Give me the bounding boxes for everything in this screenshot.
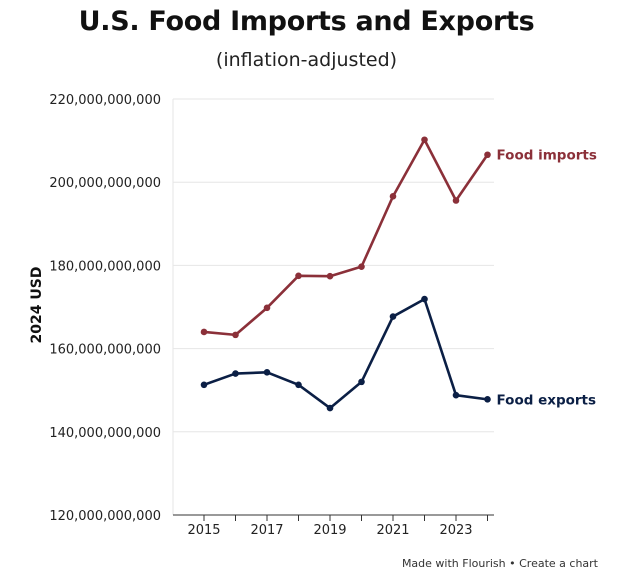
x-tick-label: 2015 [187,523,220,538]
footer: Made with Flourish • Create a chart [402,557,598,570]
food-exports-point[interactable] [389,313,397,320]
y-axis-label: 2024 USD [29,267,45,344]
create-chart-link[interactable]: Create a chart [519,557,598,570]
x-axis-ticks: 2015 2017 2019 2021 2023 [173,514,494,538]
food-imports-point[interactable] [295,272,302,280]
y-tick-label: 140,000,000,000 [49,426,161,441]
food-imports-point[interactable] [421,136,428,144]
food-exports-point[interactable] [421,295,428,303]
chart-title: U.S. Food Imports and Exports [78,6,535,37]
y-tick-label: 200,000,000,000 [49,176,161,191]
food-exports-label: Food exports [497,392,597,408]
food-exports-point[interactable] [200,381,208,389]
footer-separator: • [505,557,520,570]
series-group: Food imports Food exports [200,136,597,412]
food-imports-point[interactable] [358,263,365,270]
x-tick-label: 2021 [376,523,409,538]
food-imports-point[interactable] [200,328,208,336]
food-exports-point[interactable] [295,381,302,389]
chart-subtitle: (inflation-adjusted) [215,49,398,71]
food-exports-point[interactable] [358,378,365,386]
food-exports-point[interactable] [263,369,271,376]
made-with-flourish-link[interactable]: Made with Flourish [401,557,506,570]
x-tick-label: 2017 [250,523,283,538]
food-imports-line [202,138,489,337]
food-imports-point[interactable] [484,151,491,159]
x-tick-label: 2023 [439,523,472,538]
food-exports-point[interactable] [232,370,239,377]
food-exports-point[interactable] [484,396,491,403]
food-exports-line [202,297,489,410]
y-tick-label: 220,000,000,000 [49,93,161,108]
y-tick-label: 120,000,000,000 [49,509,161,524]
food-imports-point[interactable] [263,304,271,312]
food-imports-point[interactable] [389,193,397,200]
y-tick-label: 160,000,000,000 [49,343,161,358]
food-exports-point[interactable] [326,404,334,412]
y-tick-label: 180,000,000,000 [49,259,161,274]
food-imports-point[interactable] [232,331,239,339]
food-exports-point[interactable] [452,391,460,399]
food-imports-point[interactable] [452,197,460,204]
food-imports-point[interactable] [326,272,334,280]
food-imports-label: Food imports [497,148,597,164]
gridlines [172,98,494,516]
y-axis-ticks: 120,000,000,000 140,000,000,000 160,000,00… [49,93,161,524]
x-tick-label: 2019 [313,523,346,538]
